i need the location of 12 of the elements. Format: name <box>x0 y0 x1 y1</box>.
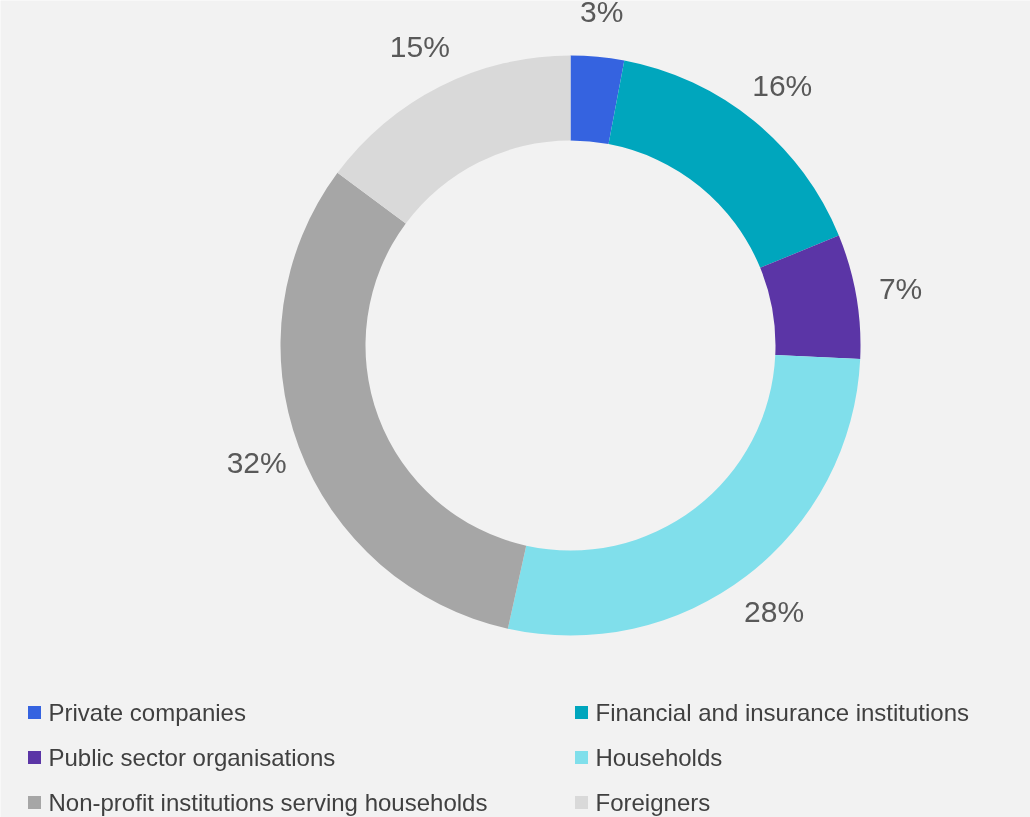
legend-label: Households <box>595 744 723 771</box>
data-label: 16% <box>752 69 813 103</box>
data-label: 7% <box>878 271 923 305</box>
legend-label: Non-profit institutions serving households <box>48 789 488 816</box>
legend-label: Financial and insurance institutions <box>595 699 970 726</box>
data-label: 32% <box>226 446 287 480</box>
legend-label: Public sector organisations <box>48 744 336 771</box>
legend-label: Foreigners <box>595 789 711 816</box>
data-label: 3% <box>580 0 624 29</box>
data-label: 15% <box>389 29 450 63</box>
legend-label: Private companies <box>48 699 246 726</box>
data-label: 28% <box>744 595 805 629</box>
